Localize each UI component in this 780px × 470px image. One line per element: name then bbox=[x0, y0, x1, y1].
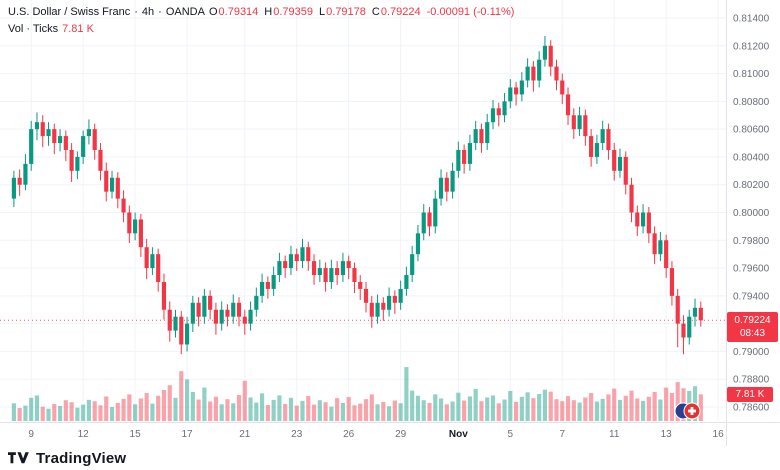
exchange-label[interactable]: OANDA bbox=[165, 6, 205, 18]
high-value: 0.79359 bbox=[273, 6, 314, 18]
svg-text:23: 23 bbox=[291, 429, 303, 440]
svg-text:0.80800: 0.80800 bbox=[733, 97, 770, 108]
svg-text:0.79800: 0.79800 bbox=[733, 236, 770, 247]
svg-text:21: 21 bbox=[239, 429, 251, 440]
svg-text:29: 29 bbox=[395, 429, 407, 440]
flags-icon bbox=[674, 401, 702, 426]
time-axis[interactable] bbox=[0, 422, 726, 446]
legend: U.S. Dollar / Swiss Franc · 4h · OANDA O… bbox=[8, 4, 520, 38]
svg-text:16: 16 bbox=[713, 429, 725, 440]
svg-text:0.80400: 0.80400 bbox=[733, 152, 770, 163]
bar-countdown: 08:43 bbox=[739, 328, 766, 339]
svg-text:0.81400: 0.81400 bbox=[733, 14, 770, 25]
open-value: 0.79314 bbox=[218, 6, 259, 18]
svg-text:0.78600: 0.78600 bbox=[733, 403, 770, 414]
svg-text:0.79600: 0.79600 bbox=[733, 264, 770, 275]
close-label: C bbox=[371, 6, 380, 18]
svg-text:9: 9 bbox=[28, 429, 34, 440]
chart-panel: 0.81400 0.81200 0.81000 0.80800 0.80600 0.804… bbox=[0, 0, 780, 446]
last-volume-badge: 7.81 K bbox=[727, 387, 773, 402]
footer: TradingView bbox=[0, 446, 780, 470]
svg-text:Nov: Nov bbox=[449, 429, 468, 440]
svg-text:26: 26 bbox=[343, 429, 355, 440]
svg-text:13: 13 bbox=[661, 429, 673, 440]
tradingview-logo-icon[interactable] bbox=[8, 451, 30, 466]
svg-text:0.80600: 0.80600 bbox=[733, 125, 770, 136]
high-label: H bbox=[264, 6, 273, 18]
low-value: 0.79178 bbox=[326, 6, 366, 18]
open-label: O bbox=[208, 6, 218, 18]
candlestick-chart[interactable]: 0.81400 0.81200 0.81000 0.80800 0.80600 0.804… bbox=[0, 0, 780, 446]
change-value: -0.00091 (-0.11%) bbox=[426, 6, 515, 18]
svg-text:12: 12 bbox=[78, 429, 90, 440]
last-price-badge: 0.79224 08:43 bbox=[727, 312, 778, 342]
volume-indicator-value: 7.81 K bbox=[62, 23, 94, 35]
last-price-value: 0.79224 bbox=[734, 315, 771, 326]
interval-label[interactable]: 4h bbox=[141, 6, 155, 18]
symbol-title[interactable]: U.S. Dollar / Swiss Franc bbox=[8, 6, 131, 18]
svg-text:15: 15 bbox=[130, 429, 142, 440]
svg-text:0.79400: 0.79400 bbox=[733, 291, 770, 302]
svg-text:0.81000: 0.81000 bbox=[733, 69, 770, 80]
svg-text:11: 11 bbox=[609, 429, 620, 440]
svg-text:7: 7 bbox=[559, 429, 565, 440]
separator: · bbox=[134, 6, 138, 18]
svg-text:0.78800: 0.78800 bbox=[733, 375, 770, 386]
svg-text:17: 17 bbox=[181, 429, 193, 440]
separator: · bbox=[158, 6, 162, 18]
symbol-row: U.S. Dollar / Swiss Franc · 4h · OANDA O… bbox=[8, 4, 520, 21]
svg-text:5: 5 bbox=[508, 429, 514, 440]
svg-text:0.79000: 0.79000 bbox=[733, 347, 770, 358]
close-value: 0.79224 bbox=[380, 6, 421, 18]
svg-text:0.80000: 0.80000 bbox=[733, 208, 770, 219]
low-label: L bbox=[319, 6, 326, 18]
volume-indicator-label[interactable]: Vol · Ticks bbox=[8, 23, 59, 35]
brand-name[interactable]: TradingView bbox=[36, 449, 127, 467]
price-axis[interactable] bbox=[726, 0, 780, 446]
volume-row: Vol · Ticks 7.81 K bbox=[8, 21, 520, 38]
svg-text:0.81200: 0.81200 bbox=[733, 41, 770, 52]
svg-text:0.80200: 0.80200 bbox=[733, 180, 770, 191]
